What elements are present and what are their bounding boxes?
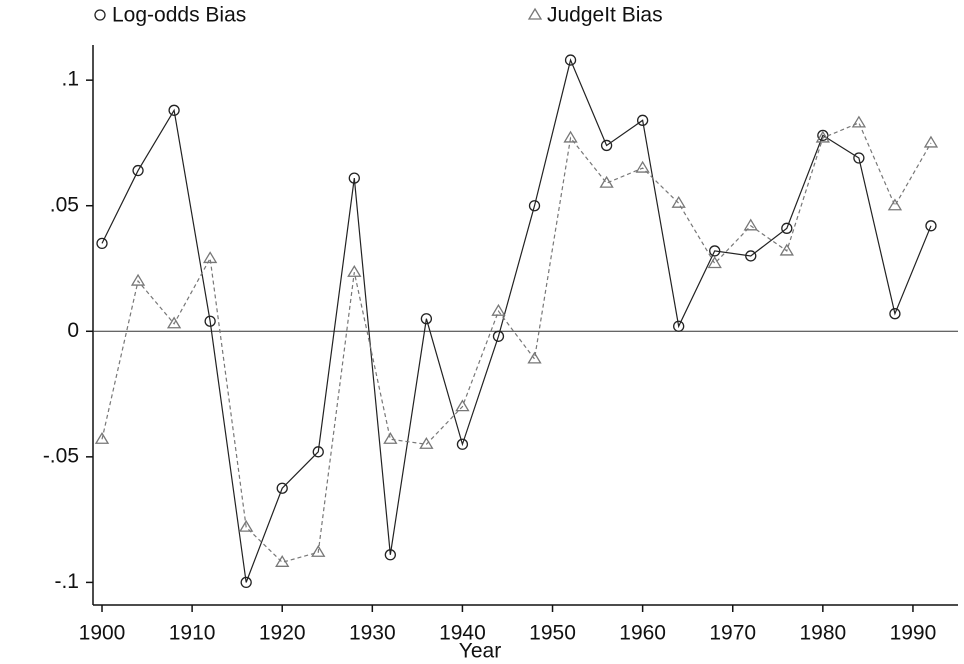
point [384, 549, 396, 561]
x-axis-title: Year [459, 640, 501, 663]
point [166, 316, 182, 329]
point [311, 545, 326, 557]
point [636, 114, 649, 126]
legend-marker [94, 9, 106, 21]
point [239, 519, 254, 532]
point [132, 164, 144, 177]
series-line [101, 58, 932, 583]
x-tick-label: 1900 [79, 622, 126, 645]
point [707, 256, 722, 269]
point [348, 172, 360, 184]
x-tick-label: 1920 [259, 622, 306, 645]
point [600, 139, 613, 152]
point [779, 243, 794, 256]
legend-label: Log-odds Bias [112, 4, 246, 27]
x-tick-label: 1990 [890, 622, 937, 645]
point [240, 576, 252, 589]
legend-label: JudgeIt Bias [547, 4, 663, 27]
y-tick-label: .1 [61, 68, 79, 91]
point [96, 237, 108, 250]
x-tick-label: 1930 [349, 622, 396, 645]
y-tick-label: 0 [67, 319, 79, 342]
point [743, 218, 758, 231]
point [168, 104, 180, 116]
point [887, 198, 903, 211]
point [815, 130, 830, 143]
y-tick-label: -.05 [43, 444, 79, 467]
point [599, 175, 614, 188]
x-tick-label: 1960 [619, 622, 666, 645]
point [455, 399, 470, 412]
point [419, 437, 434, 449]
point [635, 160, 650, 173]
point [94, 431, 110, 444]
point [456, 438, 469, 450]
series-line [101, 122, 932, 563]
point [673, 320, 685, 332]
point [204, 315, 216, 327]
point [925, 220, 937, 232]
point [563, 130, 578, 143]
x-tick-label: 1980 [799, 622, 846, 645]
point [383, 431, 398, 444]
point [491, 303, 506, 316]
point [420, 313, 433, 325]
x-tick-label: 1950 [529, 622, 576, 645]
x-tick-label: 1970 [709, 622, 756, 645]
point [312, 446, 324, 458]
y-tick-label: -.1 [54, 570, 79, 593]
point [671, 195, 686, 208]
point [853, 152, 865, 164]
point [745, 250, 757, 262]
point [709, 245, 721, 257]
point [202, 251, 218, 264]
point [492, 330, 505, 342]
legend-marker [527, 7, 543, 20]
y-tick-label: .05 [50, 193, 79, 216]
point [851, 115, 867, 128]
x-tick-label: 1940 [439, 622, 486, 645]
point [564, 54, 577, 66]
point [276, 482, 288, 494]
point [347, 265, 362, 277]
point [527, 351, 542, 364]
x-tick-label: 1910 [169, 622, 216, 645]
point [781, 222, 793, 234]
point [889, 308, 901, 320]
point [528, 200, 541, 212]
point [275, 555, 290, 567]
point [130, 273, 146, 286]
point [923, 135, 939, 148]
